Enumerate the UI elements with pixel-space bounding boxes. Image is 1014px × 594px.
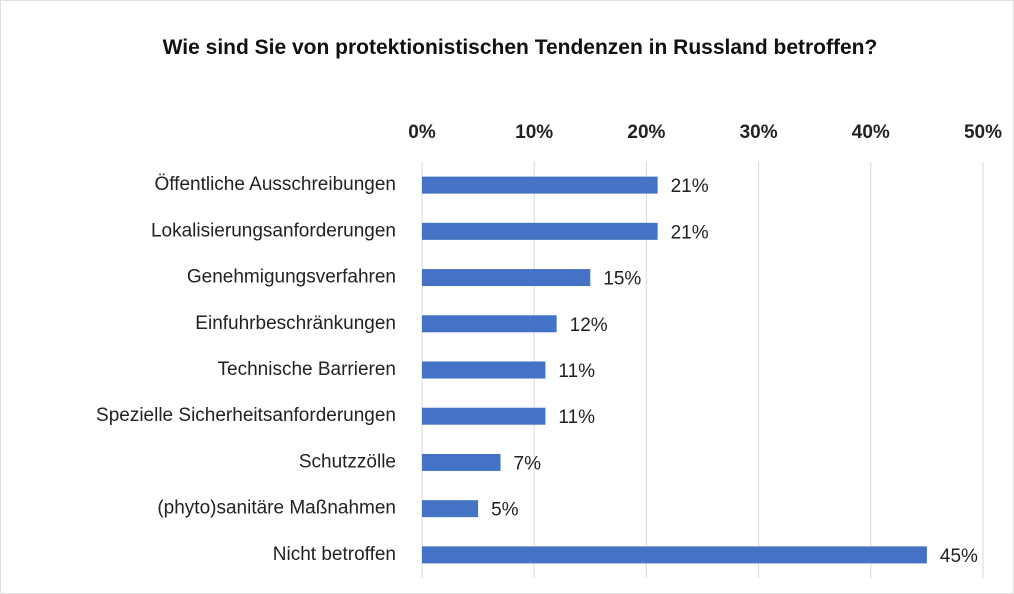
x-tick-label: 30% — [740, 122, 778, 143]
bar — [422, 315, 557, 333]
y-tick-label: Spezielle Sicherheitsanforderungen — [96, 405, 396, 426]
x-tick-label: 50% — [964, 122, 1002, 143]
y-tick-label: (phyto)sanitäre Maßnahmen — [157, 498, 396, 519]
y-tick-label: Nicht betroffen — [273, 544, 396, 565]
x-tick-label: 40% — [852, 122, 890, 143]
bar — [422, 361, 546, 379]
data-label: 11% — [558, 361, 595, 382]
x-tick-label: 10% — [515, 122, 553, 143]
data-label: 21% — [671, 176, 709, 197]
bar — [422, 176, 658, 194]
y-tick-label: Genehmigungsverfahren — [187, 267, 396, 288]
bar — [422, 546, 927, 564]
bar — [422, 407, 546, 425]
y-tick-label: Einfuhrbeschränkungen — [195, 313, 396, 334]
x-tick-label: 0% — [408, 122, 436, 143]
bar — [422, 269, 591, 287]
data-label: 5% — [491, 500, 519, 521]
data-label: 15% — [603, 269, 641, 290]
y-tick-label: Lokalisierungsanforderungen — [151, 220, 396, 241]
data-label: 11% — [558, 407, 595, 428]
data-label: 12% — [570, 315, 608, 336]
y-tick-label: Schutzzölle — [299, 451, 396, 472]
x-tick-label: 20% — [627, 122, 665, 143]
data-label: 21% — [671, 222, 709, 243]
bar — [422, 453, 501, 471]
bar — [422, 500, 479, 518]
bar — [422, 222, 658, 240]
data-label: 7% — [514, 453, 542, 474]
data-label: 45% — [940, 546, 978, 567]
y-tick-label: Öffentliche Ausschreibungen — [154, 174, 396, 195]
y-tick-label: Technische Barrieren — [218, 359, 396, 380]
chart-title: Wie sind Sie von protektionistischen Ten… — [162, 36, 878, 59]
